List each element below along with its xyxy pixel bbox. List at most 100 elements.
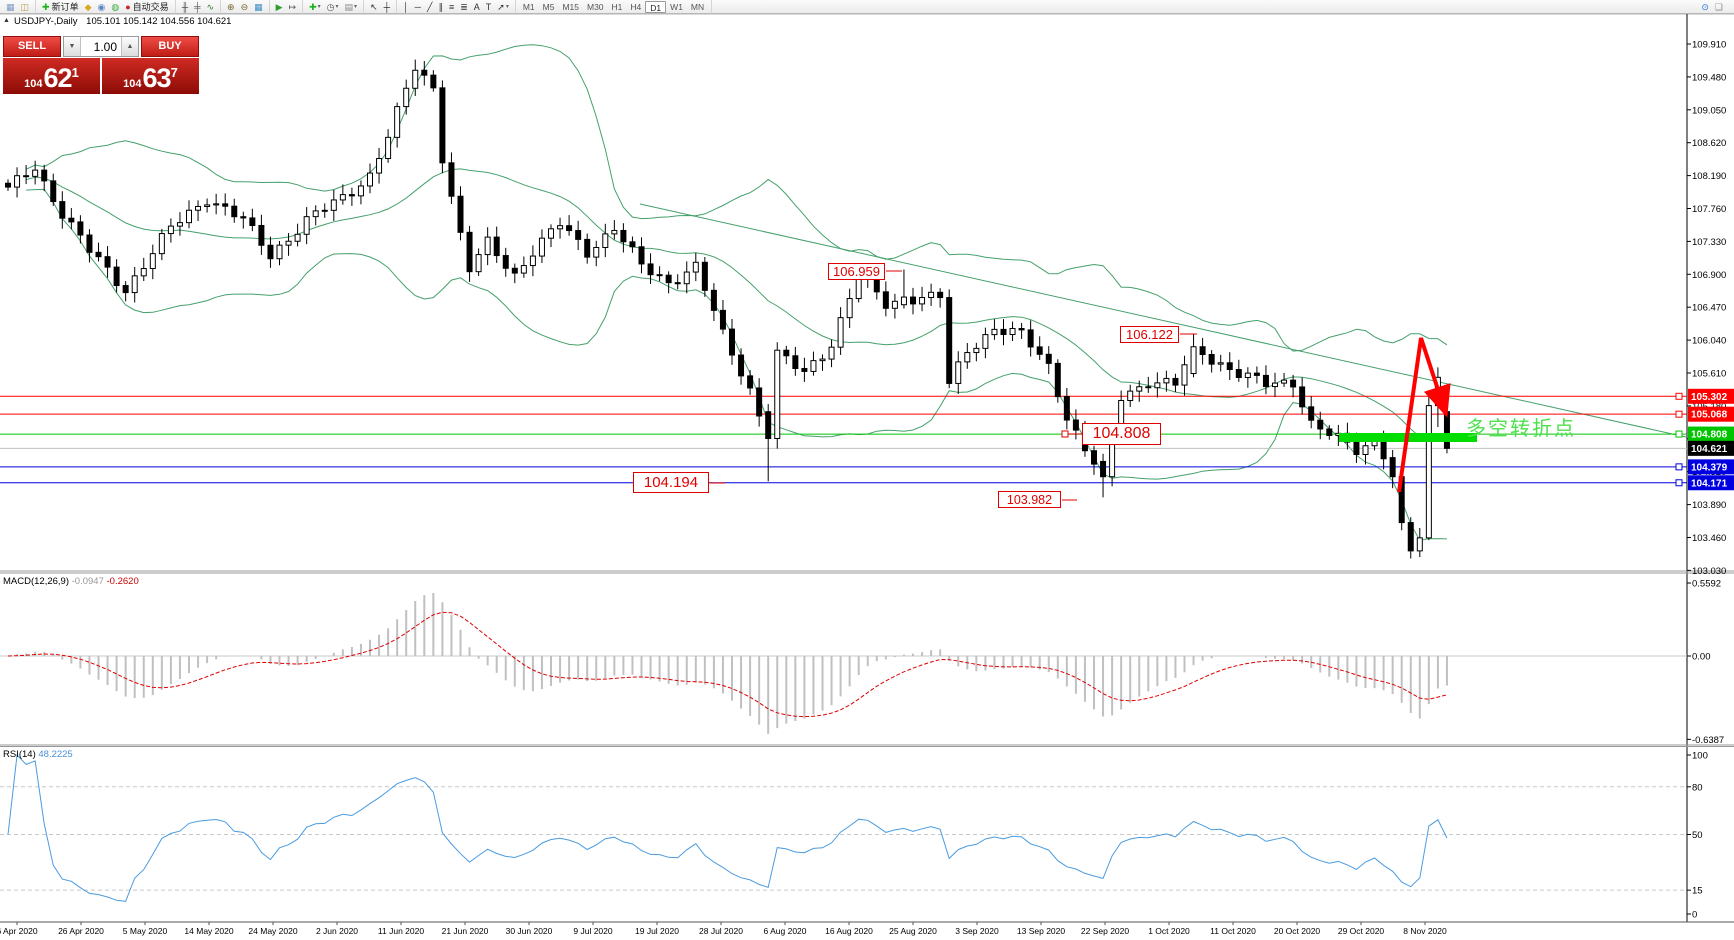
periods-icon: ◷ xyxy=(326,1,335,12)
zoom-chart-icon[interactable]: ◫ xyxy=(18,1,33,13)
turning-point-annotation[interactable]: 多空转折点 xyxy=(1466,418,1576,440)
market-watch-icon[interactable]: ◉ xyxy=(95,1,109,13)
price-callout-104.808[interactable]: 104.808 xyxy=(1082,423,1161,445)
macd-name: MACD(12,26,9) xyxy=(3,576,69,587)
chevron-down-icon[interactable]: ▾ xyxy=(505,4,509,10)
equidistant-channel-icon: ∥ xyxy=(438,1,443,12)
toolbar-group: ✚ 新订单 ◆ ◉ ◍ ● 自动交易 xyxy=(36,0,176,14)
volume-input[interactable] xyxy=(81,37,121,56)
chart-shift-icon: ↦ xyxy=(288,1,297,12)
volume-down-button[interactable]: ▼ xyxy=(64,37,81,56)
price-callout-106.959[interactable]: 106.959 xyxy=(828,263,885,280)
one-click-trading-panel: SELL ▼ ▲ BUY 104 62 1 104 63 7 xyxy=(3,36,199,94)
timeframe-h4[interactable]: H4 xyxy=(630,1,642,12)
search-icon[interactable]: ⊙ xyxy=(1698,1,1712,13)
text-icon: A xyxy=(473,1,480,12)
metaeditor-icon[interactable]: ◆ xyxy=(82,1,95,13)
svg-text:2 Jun 2020: 2 Jun 2020 xyxy=(316,926,358,936)
chart-window-icon[interactable]: ▦ xyxy=(3,1,18,13)
auto-scroll-icon[interactable]: ▶ xyxy=(273,1,286,13)
pane-borders xyxy=(0,13,1734,923)
buy-price-box[interactable]: 104 63 7 xyxy=(102,58,199,94)
svg-text:5 May 2020: 5 May 2020 xyxy=(123,926,168,936)
toolbar-group: │ ─ ╱ ∥ ≡ ≣ A T ➚ ▾ xyxy=(397,0,516,14)
bar-chart-icon[interactable]: ╫ xyxy=(179,1,191,13)
chevron-down-icon[interactable]: ▾ xyxy=(354,4,358,10)
timeframe-d1[interactable]: D1 xyxy=(645,0,667,13)
price-callout-104.194[interactable]: 104.194 xyxy=(633,472,709,493)
timeframe-w1[interactable]: W1 xyxy=(670,1,683,12)
vertical-line-icon[interactable]: │ xyxy=(400,1,412,13)
chart-window-icon: ▦ xyxy=(6,1,15,12)
new-order-button[interactable]: ✚ 新订单 xyxy=(39,1,82,13)
cursor-icon[interactable]: ↖ xyxy=(367,1,381,13)
equidistant-channel-icon[interactable]: ∥ xyxy=(435,1,446,13)
timeframe-m1[interactable]: M1 xyxy=(522,1,535,12)
toolbar-right: ⊙ ❏ xyxy=(1698,0,1726,13)
chart-symbol-icon: ▲ xyxy=(3,17,10,24)
timeframe-h1[interactable]: H1 xyxy=(611,1,623,12)
buy-price-point: 7 xyxy=(170,65,178,80)
chevron-down-icon[interactable]: ▾ xyxy=(335,4,339,10)
chart-shift-icon[interactable]: ↦ xyxy=(286,1,300,13)
arrows-icon[interactable]: ➚ ▾ xyxy=(494,1,512,13)
text-icon[interactable]: A xyxy=(471,1,483,13)
chevron-down-icon[interactable]: ▾ xyxy=(317,4,321,10)
svg-text:-0.6387: -0.6387 xyxy=(1692,735,1724,746)
timeframe-mn[interactable]: MN xyxy=(690,1,705,12)
tile-windows-icon[interactable]: ▦ xyxy=(251,1,266,13)
cursor-icon: ↖ xyxy=(370,1,378,12)
svg-text:109.910: 109.910 xyxy=(1692,40,1726,51)
autotrade-button: ● xyxy=(125,1,131,12)
fibonacci-retracement-icon[interactable]: ≡ xyxy=(446,1,457,13)
indicators-icon: ✚ xyxy=(309,1,317,12)
auto-scroll-icon: ▶ xyxy=(275,1,283,12)
crosshair-icon[interactable]: ┼ xyxy=(381,1,393,13)
svg-text:22 Sep 2020: 22 Sep 2020 xyxy=(1081,926,1129,936)
svg-text:106.900: 106.900 xyxy=(1692,270,1726,281)
periods-icon[interactable]: ◷ ▾ xyxy=(324,1,342,13)
candlestick-icon[interactable]: ╪ xyxy=(191,1,203,13)
svg-text:6 Aug 2020: 6 Aug 2020 xyxy=(763,926,806,936)
zoom-out-icon[interactable]: ⊖ xyxy=(238,1,252,13)
price-callout-106.122[interactable]: 106.122 xyxy=(1120,326,1179,343)
level-handle[interactable] xyxy=(1675,430,1683,438)
fibonacci-expansion-icon[interactable]: ≣ xyxy=(457,1,471,13)
timeframe-m15[interactable]: M15 xyxy=(562,1,579,12)
spike-arrow-drawing[interactable] xyxy=(1397,337,1451,493)
price-callout-103.982[interactable]: 103.982 xyxy=(998,491,1061,508)
indicators-icon[interactable]: ✚ ▾ xyxy=(306,1,324,13)
trendline-layer[interactable] xyxy=(639,203,1687,438)
level-handle[interactable] xyxy=(1675,479,1683,487)
svg-text:21 Jun 2020: 21 Jun 2020 xyxy=(442,926,489,936)
macd-signal-value: -0.2620 xyxy=(106,576,139,587)
sell-price-box[interactable]: 104 62 1 xyxy=(3,58,100,94)
candlesticks xyxy=(5,59,1450,559)
chat-icon[interactable]: ❏ xyxy=(1712,1,1726,13)
autotrade-button[interactable]: ● 自动交易 xyxy=(122,1,171,13)
line-chart-icon[interactable]: ∿ xyxy=(203,1,217,13)
sell-button[interactable]: SELL xyxy=(3,36,61,57)
volume-up-button[interactable]: ▲ xyxy=(121,37,138,56)
horizontal-line-icon[interactable]: ─ xyxy=(412,1,424,13)
level-handle[interactable] xyxy=(1675,410,1683,418)
svg-text:103.030: 103.030 xyxy=(1692,566,1726,577)
zoom-in-icon[interactable]: ⊕ xyxy=(224,1,238,13)
signal-icon[interactable]: ◍ xyxy=(108,1,122,13)
svg-text:24 May 2020: 24 May 2020 xyxy=(248,926,297,936)
autotrade-button-label: 自动交易 xyxy=(132,2,169,12)
trendline-icon[interactable]: ╱ xyxy=(424,1,435,13)
templates-icon[interactable]: ▤ ▾ xyxy=(342,1,361,13)
rsi-value: 48.2225 xyxy=(38,749,73,760)
timeframe-m30[interactable]: M30 xyxy=(587,1,604,12)
descending-trendline[interactable] xyxy=(639,203,1687,438)
timeframe-m5[interactable]: M5 xyxy=(542,1,555,12)
arrow-layer[interactable] xyxy=(1397,337,1451,493)
svg-text:107.760: 107.760 xyxy=(1692,204,1726,215)
toolbar-group: ✚ ▾ ◷ ▾ ▤ ▾ xyxy=(303,0,365,14)
svg-text:0.00: 0.00 xyxy=(1692,652,1711,663)
level-handle[interactable] xyxy=(1675,392,1683,400)
text-label-icon[interactable]: T xyxy=(483,1,495,13)
buy-button[interactable]: BUY xyxy=(141,36,199,57)
level-handle[interactable] xyxy=(1675,463,1683,471)
